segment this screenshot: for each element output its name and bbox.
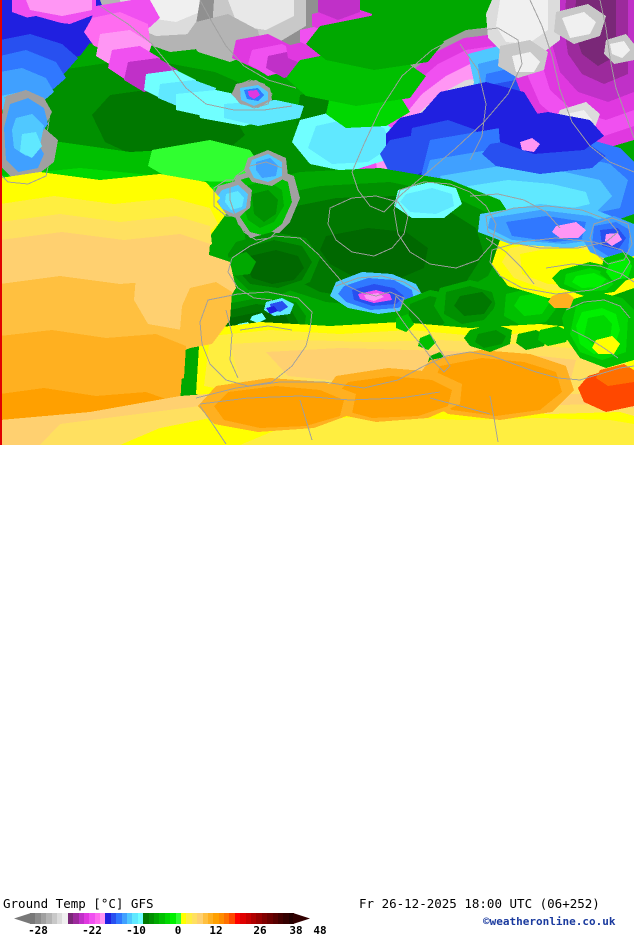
colorbar-tick: -10	[126, 924, 146, 937]
colorbar-tick: 26	[253, 924, 267, 937]
colorbar-tick: 0	[174, 924, 182, 937]
temperature-field	[0, 0, 634, 445]
colorbar-tick: -22	[82, 924, 102, 937]
colorbar-high-arrow	[293, 913, 310, 924]
footer: Ground Temp [°C] GFS Fr 26-12-2025 18:00…	[0, 445, 634, 937]
colorbar[interactable]: -28 -22 -10 0 12 26 38 48	[14, 913, 327, 937]
product-title: Ground Temp [°C] GFS	[3, 896, 154, 911]
colorbar-swatches	[30, 913, 295, 924]
colorbar-low-arrow	[14, 913, 31, 924]
colorbar-tick-labels: -28 -22 -10 0 12 26 38 48	[14, 924, 327, 938]
valid-time-text: Fr 26-12-2025 18:00 UTC (06+252)	[359, 896, 600, 911]
colorbar-tick: -28	[28, 924, 48, 937]
colorbar-tick: 12	[209, 924, 223, 937]
copyright-text: ©weatheronline.co.uk	[483, 915, 616, 928]
colorbar-tick: 48	[313, 924, 327, 937]
map-area[interactable]	[0, 0, 634, 445]
colorbar-tick: 38	[289, 924, 303, 937]
